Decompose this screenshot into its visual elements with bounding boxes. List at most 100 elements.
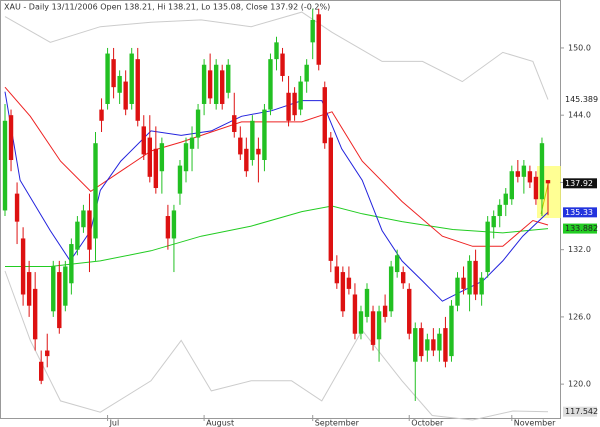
candle-body <box>485 221 490 273</box>
candle-body <box>51 266 56 312</box>
candle-body <box>220 70 225 104</box>
candle-body <box>262 109 267 161</box>
candle-body <box>286 92 291 121</box>
candle-body <box>250 120 255 161</box>
indicator-line <box>4 86 549 247</box>
candle-body <box>141 126 146 155</box>
candle-body <box>207 70 213 99</box>
candle-body <box>256 148 261 155</box>
candle-body <box>370 311 376 345</box>
y-tick-label: 150.0 <box>568 43 591 52</box>
candle-body <box>226 64 231 93</box>
candle-body <box>117 75 122 93</box>
x-tick-label: Jul <box>109 419 120 427</box>
candle-body <box>8 115 14 161</box>
candle-body <box>382 305 388 317</box>
candle-body <box>316 14 321 65</box>
candle-body <box>171 210 177 239</box>
y-tick-label: 120.0 <box>568 380 591 389</box>
x-tick-label: October <box>411 419 444 427</box>
chart-title: XAU - Daily 13/11/2006 Open 138.21, Hi 1… <box>4 3 330 12</box>
candle-body <box>388 266 394 312</box>
candle-body <box>238 137 243 155</box>
price-label: 117.542 <box>565 407 598 416</box>
candle-body <box>340 272 346 312</box>
candle-body <box>413 328 418 362</box>
x-tick-label: September <box>315 419 360 427</box>
candle-body <box>232 115 237 132</box>
candle-body <box>497 204 502 217</box>
candle-body <box>93 143 98 239</box>
candle-body <box>521 165 527 177</box>
candle-body <box>20 238 26 295</box>
candle-body <box>147 137 152 177</box>
candle-body <box>431 339 436 351</box>
candle-body <box>274 42 279 60</box>
candle-body <box>111 59 116 88</box>
candle-body <box>419 328 424 357</box>
candle-body <box>533 176 539 200</box>
price-label: 133.882 <box>565 224 598 233</box>
indicator-line <box>4 270 549 421</box>
x-tick-label: November <box>514 419 556 427</box>
candle-body <box>401 272 406 284</box>
candle-body <box>244 148 249 172</box>
price-label-box <box>563 207 597 218</box>
candle-body <box>2 120 8 211</box>
y-tick-label: 144.0 <box>568 111 591 120</box>
candle-body <box>515 171 521 177</box>
candle-body <box>81 210 86 228</box>
price-label-box <box>563 178 597 189</box>
candle-body <box>280 53 285 76</box>
price-label-box <box>563 223 597 234</box>
candle-body <box>503 193 508 205</box>
price-label: 135.33 <box>565 208 593 217</box>
candle-body <box>467 260 472 295</box>
candle-body <box>69 244 74 284</box>
price-label-box <box>563 94 597 105</box>
candle-body <box>527 171 533 183</box>
candle-body <box>425 339 430 351</box>
candle-body <box>304 64 309 82</box>
candle-body <box>509 171 514 200</box>
candle-body <box>99 109 104 121</box>
candle-body <box>328 137 333 261</box>
candle-body <box>87 210 92 250</box>
candle-body <box>183 143 189 172</box>
candle-body <box>177 165 183 194</box>
price-label: 145.389 <box>565 95 598 104</box>
x-tick-label: August <box>206 419 234 427</box>
candle-body <box>376 311 382 340</box>
candle-body <box>334 266 340 284</box>
candle-body <box>455 277 460 306</box>
candle-body <box>39 361 44 381</box>
candle-body <box>32 288 38 340</box>
candle-body <box>195 109 201 138</box>
candle-body <box>189 137 195 149</box>
price-label-box <box>563 406 597 417</box>
candle-body <box>135 59 140 121</box>
candle-body <box>491 216 496 228</box>
candle-body <box>213 64 219 104</box>
candle-body <box>129 53 134 104</box>
candle-body <box>268 59 273 110</box>
candle-body <box>346 277 352 289</box>
candle-body <box>298 81 303 110</box>
y-tick-label: 132.0 <box>568 245 591 254</box>
candle-body <box>165 216 171 239</box>
candle-body <box>449 305 454 357</box>
y-tick-label: 126.0 <box>568 312 591 321</box>
candle-body <box>473 260 478 295</box>
candle-body <box>159 143 165 172</box>
candle-body <box>539 143 545 200</box>
candle-body <box>14 193 20 222</box>
indicator-line <box>5 205 549 267</box>
candle-body <box>75 221 80 250</box>
price-label: 137.92 <box>565 179 593 188</box>
candle-body <box>461 277 466 289</box>
candle-body <box>310 19 315 43</box>
candle-body <box>545 180 551 184</box>
candle-body <box>57 272 62 329</box>
candle-body <box>358 311 364 334</box>
